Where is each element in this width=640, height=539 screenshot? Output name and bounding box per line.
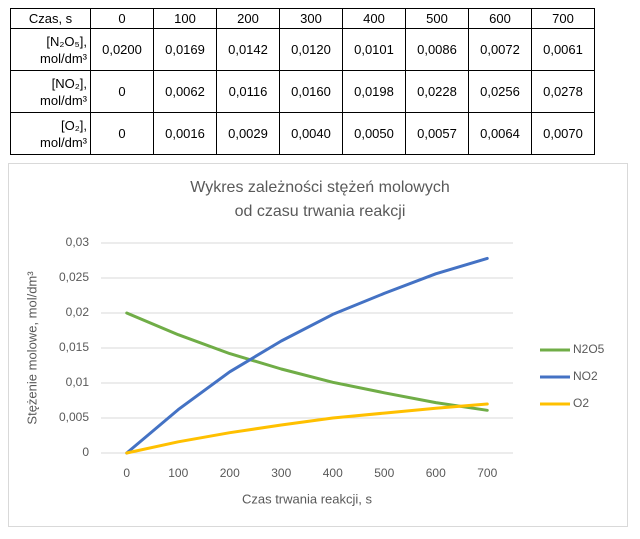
table-cell: 0,0072 xyxy=(468,28,532,71)
data-table: Czas, s 0 100 200 300 400 500 600 700 [N₂O₅], mol… xyxy=(10,8,595,155)
chart-title: od czasu trwania reakcji xyxy=(235,203,406,220)
legend-label: NO2 xyxy=(573,369,598,383)
y-tick-label: 0,01 xyxy=(66,375,90,389)
x-axis-title: Czas trwania reakcji, s xyxy=(242,491,373,506)
y-tick-label: 0,005 xyxy=(59,410,89,424)
legend-label: N2O5 xyxy=(573,342,605,356)
table-cell: 0,0120 xyxy=(279,28,343,71)
table-cell: 0,0086 xyxy=(405,28,469,71)
legend-label: O2 xyxy=(573,396,589,410)
x-tick-label: 200 xyxy=(220,466,240,480)
table-cell: 0,0198 xyxy=(342,70,406,113)
table-cell: 0,0064 xyxy=(468,112,532,155)
table-cell: 0,0029 xyxy=(216,112,280,155)
table-cell: 0,0228 xyxy=(405,70,469,113)
table-cell: 0,0278 xyxy=(531,70,595,113)
table-cell: 0,0061 xyxy=(531,28,595,71)
table-row: [NO₂], mol/dm³ 0 0,0062 0,0116 0,0160 0,0198 0… xyxy=(10,70,595,113)
x-tick-label: 0 xyxy=(123,466,130,480)
table-cell: 0,0116 xyxy=(216,70,280,113)
x-tick-label: 400 xyxy=(323,466,343,480)
table-cell: 0,0016 xyxy=(153,112,217,155)
table-cell: 0,0169 xyxy=(153,28,217,71)
chart-title: Wykres zależności stężeń molowych xyxy=(190,179,450,196)
x-tick-label: 100 xyxy=(168,466,188,480)
table-row: [O₂], mol/dm³ 0 0,0016 0,0029 0,0040 0,0050 0,… xyxy=(10,112,595,155)
x-tick-label: 500 xyxy=(374,466,394,480)
table-cell: 0,0200 xyxy=(90,28,154,71)
y-tick-label: 0 xyxy=(82,445,89,459)
table-cell: 0,0050 xyxy=(342,112,406,155)
series-line xyxy=(125,402,489,455)
table-cell: 0 xyxy=(90,112,154,155)
y-tick-label: 0,02 xyxy=(66,305,90,319)
table-row: [N₂O₅], mol/dm³ 0,0200 0,0169 0,0142 0,0120 0… xyxy=(10,28,595,71)
row-label: [O₂], mol/dm³ xyxy=(10,112,91,155)
table-cell: 0,0160 xyxy=(279,70,343,113)
row-label: [N₂O₅], mol/dm³ xyxy=(10,28,91,71)
row-label: [NO₂], mol/dm³ xyxy=(10,70,91,113)
series-line xyxy=(125,256,489,455)
x-tick-label: 700 xyxy=(477,466,497,480)
series-line xyxy=(125,311,489,412)
table-cell: 0,0101 xyxy=(342,28,406,71)
y-axis-title: Stężenie molowe, mol/dm³ xyxy=(24,271,39,425)
y-tick-label: 0,015 xyxy=(59,340,89,354)
y-tick-label: 0,03 xyxy=(66,235,90,249)
x-tick-label: 300 xyxy=(271,466,291,480)
y-tick-label: 0,025 xyxy=(59,270,89,284)
table-cell: 0,0256 xyxy=(468,70,532,113)
x-tick-label: 600 xyxy=(426,466,446,480)
table-cell: 0,0070 xyxy=(531,112,595,155)
chart-frame xyxy=(8,163,628,527)
